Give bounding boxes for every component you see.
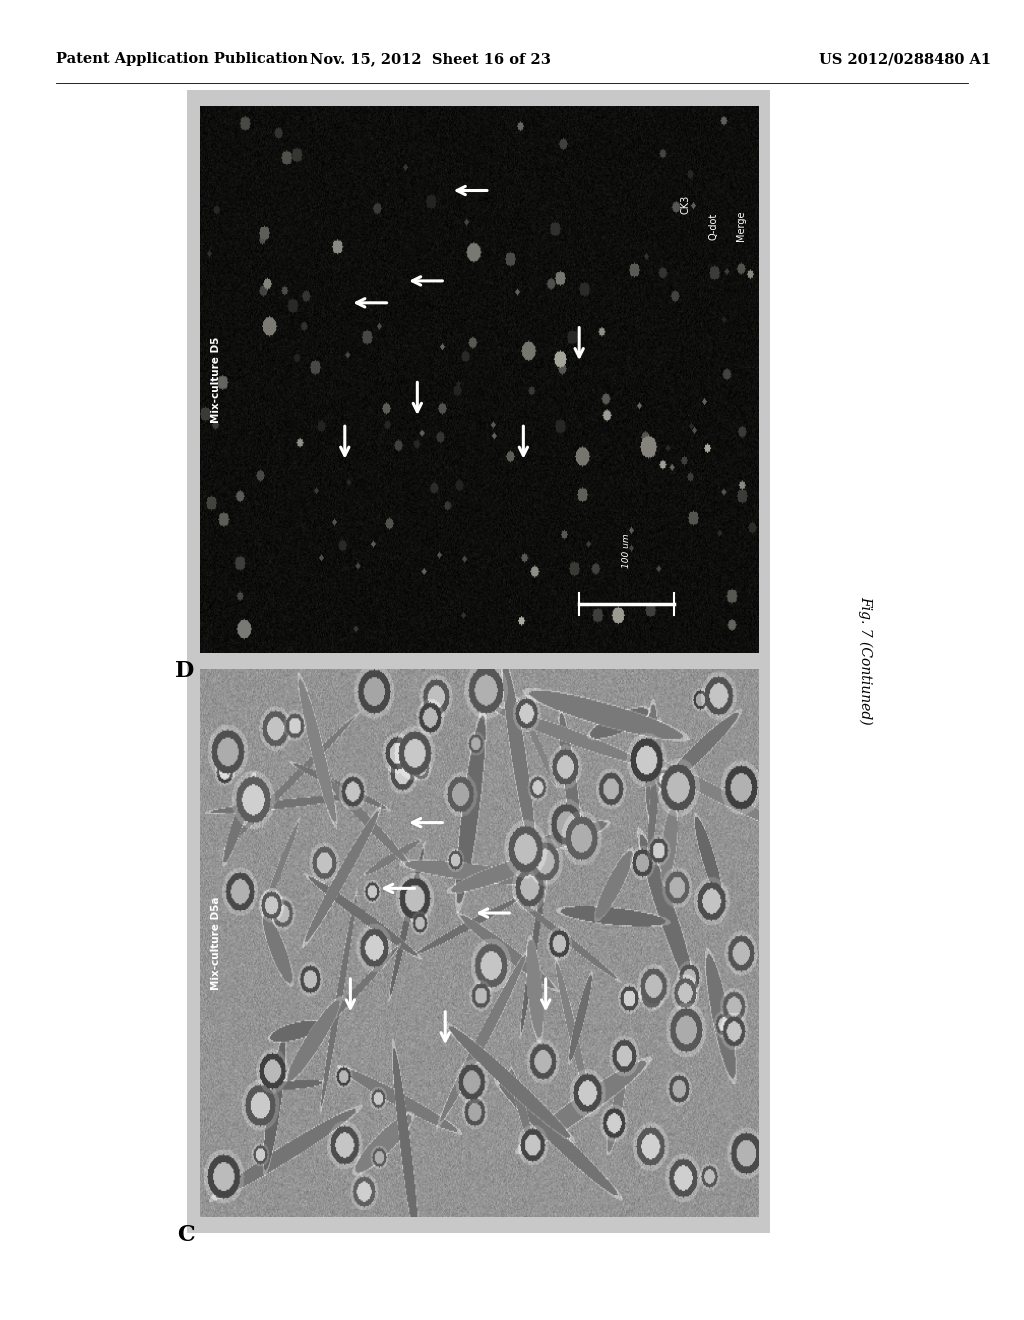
Text: Mix-culture D5: Mix-culture D5 [211,337,221,422]
Text: D: D [175,660,195,682]
Text: Patent Application Publication: Patent Application Publication [56,53,308,66]
Text: C: C [177,1224,195,1246]
Bar [187,653,770,1233]
Text: Mix-culture D5a: Mix-culture D5a [211,896,221,990]
Text: Q-dot: Q-dot [709,213,718,240]
Text: CK3: CK3 [680,194,690,214]
Text: Nov. 15, 2012  Sheet 16 of 23: Nov. 15, 2012 Sheet 16 of 23 [309,53,551,66]
Text: US 2012/0288480 A1: US 2012/0288480 A1 [819,53,991,66]
Bar [187,90,770,669]
Text: Merge: Merge [736,211,746,242]
Text: Fig. 7 (Contiuned): Fig. 7 (Contiuned) [858,595,872,725]
Text: 100 um: 100 um [623,533,631,569]
